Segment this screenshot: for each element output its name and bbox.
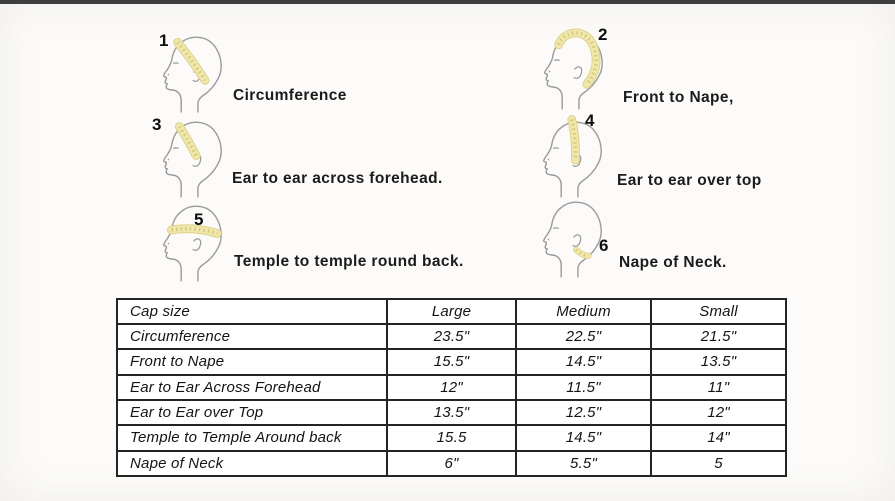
size-value-cell: 14.5" [515,424,652,452]
measurement-label: Ear to ear across forehead. [232,170,443,187]
head-profile-illustration [543,115,602,198]
step-number: 6 [599,236,609,255]
size-column-header: Large [386,298,517,325]
table-row: Temple to Temple Around back 15.5 14.5" 14" [116,424,787,452]
head-profile-illustration [163,36,222,113]
head-profile-illustration [544,28,603,110]
measurement-name-cell: Temple to Temple Around back [116,424,388,452]
measurement-diagram-ear-top: 4 Ear to ear over top [526,112,895,208]
cap-size-table-body: Circumference 23.5" 22.5" 21.5" Front to Nap… [116,322,787,478]
size-value-cell: 15.5" [386,348,517,376]
size-value-cell: 23.5" [386,322,517,351]
size-value-cell: 13.5" [386,398,517,427]
table-header-row: Cap size Large Medium Small [116,298,787,325]
size-value-cell: 22.5" [515,322,652,351]
measurement-label: Ear to ear over top [617,172,762,189]
size-value-cell: 14" [650,424,787,452]
measurement-name-cell: Front to Nape [116,348,388,376]
measurement-name-cell: Ear to Ear over Top [116,398,388,427]
size-value-cell: 21.5" [650,322,787,351]
table-row: Ear to Ear over Top 13.5" 12.5" 12" [116,398,787,427]
size-value-cell: 11" [650,373,787,401]
table-row: Front to Nape 15.5" 14.5" 13.5" [116,348,787,376]
size-value-cell: 6" [386,449,517,478]
size-column-header: Medium [515,298,652,325]
size-value-cell: 12" [386,373,517,401]
size-value-cell: 5 [650,449,787,478]
step-number: 3 [152,115,162,134]
measurement-label: Temple to temple round back. [234,253,464,270]
size-value-cell: 15.5 [386,424,517,452]
measurement-diagram-front-nape: 2 Front to Nape, [527,25,895,120]
table-row: Circumference 23.5" 22.5" 21.5" [116,322,787,351]
measurement-diagram-nape: 6 Nape of Neck. [526,196,895,288]
measurement-diagram-temple: 5 Temple to temple round back. [146,200,616,292]
cap-size-table-head: Cap size Large Medium Small [116,298,787,325]
table-row: Nape of Neck 6" 5.5" 5 [116,449,787,478]
step-number: 1 [159,31,169,50]
measurement-label: Nape of Neck. [619,254,727,271]
step-number: 2 [598,25,608,44]
size-column-header: Small [650,298,787,325]
measurement-name-cell: Circumference [116,322,388,351]
step-number: 5 [194,210,204,229]
size-value-cell: 12.5" [515,398,652,427]
head-profile-illustration [543,201,602,278]
top-border-strip [0,0,895,4]
measurement-name-cell: Ear to Ear Across Forehead [116,373,388,401]
size-value-cell: 12" [650,398,787,427]
size-value-cell: 13.5" [650,348,787,376]
measurement-label: Front to Nape, [623,89,734,106]
cap-size-table: Cap size Large Medium Small Circumference 23… [116,298,787,478]
measurement-diagram-ear-forehead: 3 Ear to ear across forehead. [146,116,616,208]
head-profile-illustration [163,205,222,282]
size-value-cell: 14.5" [515,348,652,376]
cap-size-header: Cap size [116,298,388,325]
table-row: Ear to Ear Across Forehead 12" 11.5" 11" [116,373,787,401]
head-profile-illustration [163,121,222,198]
size-value-cell: 5.5" [515,449,652,478]
step-number: 4 [585,111,595,130]
measurement-name-cell: Nape of Neck [116,449,388,478]
size-value-cell: 11.5" [515,373,652,401]
measurement-label: Circumference [233,87,347,104]
measurement-diagram-circumference: 1 Circumference [146,31,616,123]
